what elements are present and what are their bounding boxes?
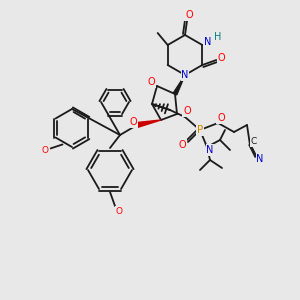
Text: O: O	[42, 146, 49, 155]
Text: P: P	[197, 125, 203, 135]
Text: O: O	[147, 77, 155, 87]
Text: O: O	[116, 206, 122, 215]
Text: O: O	[218, 53, 225, 63]
Text: O: O	[183, 106, 191, 116]
Text: H: H	[214, 32, 221, 42]
Text: N: N	[181, 70, 189, 80]
Text: N: N	[204, 37, 211, 47]
Polygon shape	[173, 75, 185, 95]
Text: C: C	[251, 137, 257, 146]
Text: N: N	[206, 145, 214, 155]
Polygon shape	[136, 120, 161, 127]
Text: N: N	[256, 154, 264, 164]
Text: O: O	[185, 10, 193, 20]
Text: O: O	[178, 140, 186, 150]
Text: O: O	[129, 117, 137, 127]
Text: O: O	[217, 113, 225, 123]
